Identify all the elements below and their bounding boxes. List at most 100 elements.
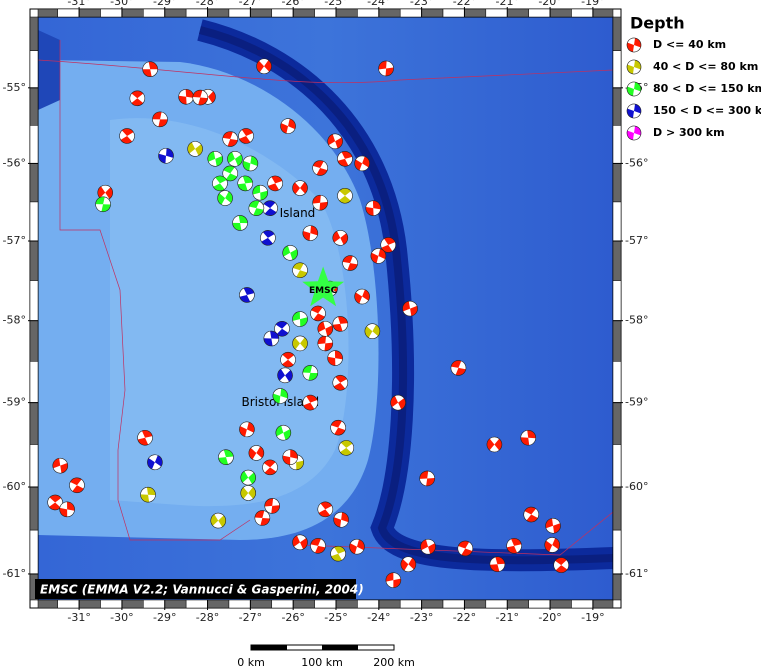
- ball-white: [402, 556, 414, 572]
- ball-white: [69, 479, 85, 492]
- focal-mechanism: [222, 165, 239, 182]
- lon-label: -22°: [453, 0, 476, 8]
- ball-white: [312, 195, 328, 211]
- frame-bar: [335, 599, 358, 609]
- ball-white: [328, 133, 342, 149]
- focal-mechanism: [365, 200, 382, 216]
- ball-white: [142, 61, 158, 77]
- place-label: Island: [280, 206, 316, 220]
- focal-mechanism: [277, 367, 293, 384]
- credit: EMSC (EMMA V2.2; Vannucci & Gasperini, 2…: [40, 583, 364, 597]
- focal-mechanism: [317, 320, 334, 337]
- ball-outline: [349, 538, 365, 555]
- ball-outline: [327, 133, 343, 150]
- ball-white: [421, 539, 435, 555]
- ball-white: [99, 185, 111, 201]
- frame-bar: [100, 8, 123, 18]
- focal-mechanism: [292, 534, 308, 551]
- focal-mechanism: [147, 454, 163, 471]
- ball-outline: [457, 540, 474, 557]
- focal-mechanism: [292, 262, 308, 279]
- ball-white: [240, 421, 254, 437]
- ball-fill: [262, 459, 278, 475]
- scale-segment: [251, 645, 287, 650]
- focal-mechanism: [158, 147, 174, 164]
- ball-white: [295, 335, 305, 351]
- ball-outline: [277, 367, 293, 384]
- ball-white: [243, 155, 258, 171]
- frame-bar: [29, 50, 39, 89]
- ball-outline: [332, 230, 349, 246]
- lon-label: -19°: [581, 611, 604, 624]
- ball-white: [262, 462, 278, 473]
- frame-bar: [37, 599, 58, 609]
- ball-white: [252, 185, 268, 201]
- ball-outline: [140, 486, 156, 503]
- focal-mechanism: [327, 350, 343, 366]
- frame-bar: [612, 16, 622, 51]
- ball-outline: [207, 151, 224, 167]
- ball-outline: [450, 360, 467, 376]
- ball-outline: [486, 436, 503, 453]
- ball-white: [283, 245, 297, 261]
- focal-mechanism: [385, 572, 402, 588]
- focal-mechanism: [626, 103, 642, 119]
- ball-white: [355, 289, 369, 305]
- focal-mechanism: [506, 538, 522, 554]
- focal-mechanism: [152, 111, 168, 128]
- ball-white: [489, 437, 500, 452]
- lat-label: -57°: [3, 234, 26, 247]
- ball-outline: [354, 155, 370, 172]
- ball-white: [378, 60, 394, 76]
- focal-mechanism: [227, 151, 243, 167]
- frame-bar: [571, 599, 594, 609]
- scale-segment: [322, 645, 358, 650]
- focal-mechanism: [280, 351, 296, 368]
- ball-white: [95, 196, 111, 212]
- ball-outline: [52, 457, 69, 474]
- focal-mechanism: [292, 180, 308, 196]
- ball-outline: [327, 350, 343, 366]
- frame-bar: [228, 599, 251, 609]
- ball-fill: [280, 352, 296, 368]
- ball-white: [208, 151, 223, 167]
- frame-bar: [29, 402, 39, 445]
- focal-mechanism: [254, 510, 271, 526]
- frame-bar: [464, 8, 487, 18]
- frame-bar: [29, 87, 39, 126]
- ball-white: [262, 202, 278, 214]
- ball-outline: [282, 245, 298, 261]
- ball-white: [140, 487, 156, 503]
- frame-bar: [164, 599, 187, 609]
- ball-outline: [370, 248, 387, 264]
- frame-bar: [121, 599, 144, 609]
- lon-label: -31°: [67, 611, 90, 624]
- ball-white: [545, 518, 561, 534]
- ball-white: [219, 190, 231, 206]
- lon-label: -21°: [496, 611, 519, 624]
- scale-label: 200 km: [373, 656, 415, 668]
- ball-white: [317, 335, 333, 351]
- ball-white: [59, 501, 75, 517]
- boundary: [299, 511, 613, 556]
- frame-bar: [314, 8, 337, 18]
- focal-mechanism: [400, 556, 417, 573]
- frame-bar: [228, 8, 251, 18]
- ball-white: [386, 572, 401, 588]
- frame-bar: [185, 8, 208, 18]
- ball-white: [450, 360, 466, 375]
- ball-white: [243, 485, 254, 501]
- ball-white: [350, 539, 364, 555]
- ball-white: [53, 458, 68, 474]
- ball-outline: [192, 89, 209, 106]
- lon-label: -29°: [153, 611, 176, 624]
- lat-label: -58°: [3, 314, 26, 327]
- ball-outline: [248, 200, 265, 216]
- ball-white: [371, 248, 386, 264]
- ball-fill: [129, 90, 145, 106]
- ball-white: [281, 118, 295, 134]
- frame-bar: [485, 599, 508, 609]
- ball-outline: [95, 196, 111, 213]
- ball-outline: [312, 160, 328, 176]
- ball-white: [189, 141, 201, 157]
